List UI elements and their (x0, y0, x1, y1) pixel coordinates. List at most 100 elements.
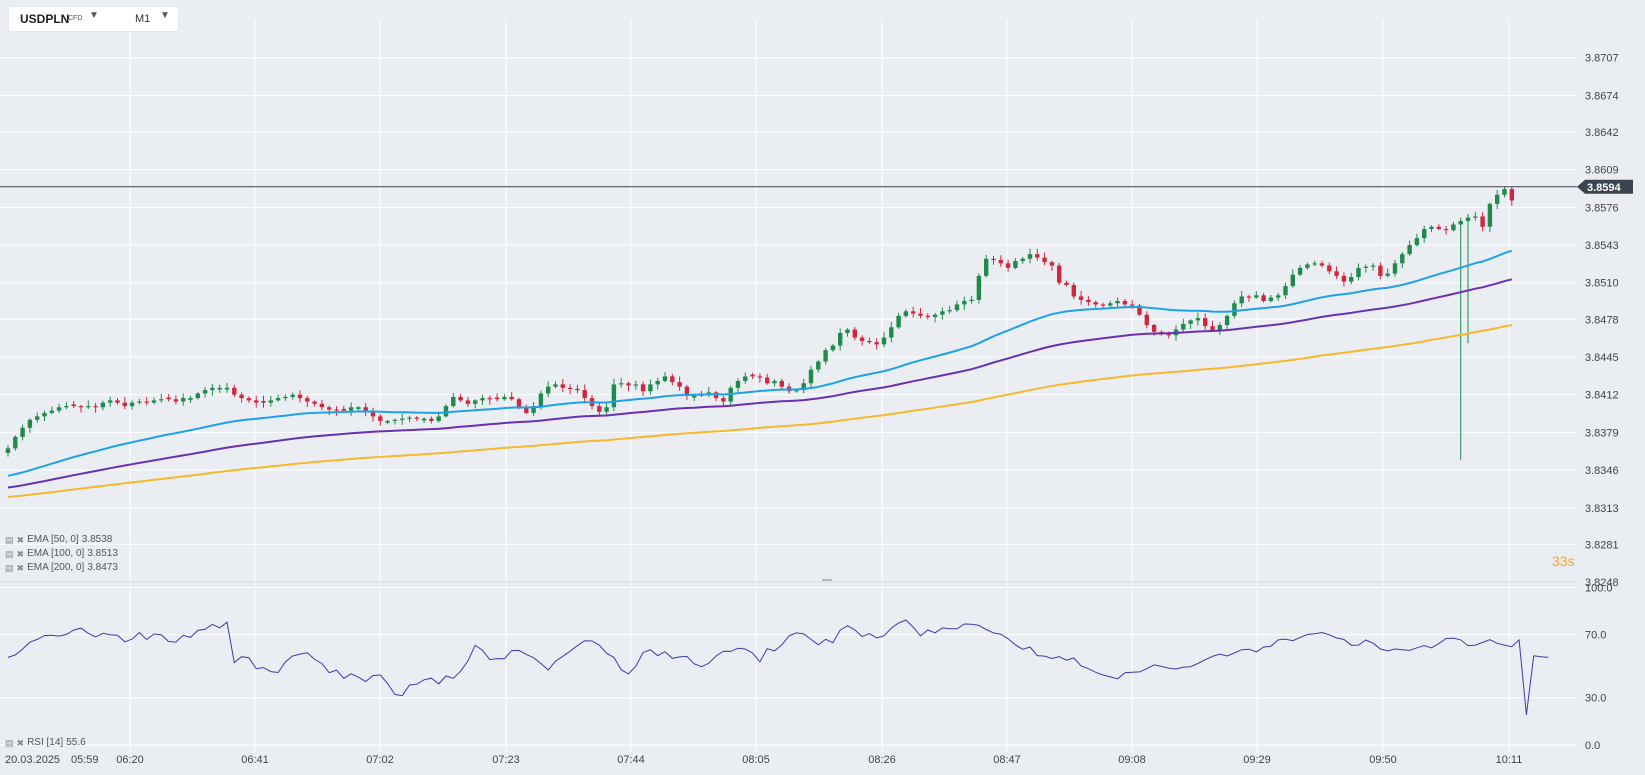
candle-body (874, 342, 879, 345)
close-icon[interactable]: ✖ (16, 534, 25, 545)
candle-body (305, 398, 310, 402)
candle-body (560, 384, 565, 388)
candle-body (648, 384, 653, 392)
symbol-selector[interactable]: USDPLN CFD ▼ M1 ▼ (9, 7, 178, 31)
candle-body (604, 407, 609, 412)
settings-icon[interactable]: ▤ (5, 737, 14, 748)
settings-icon[interactable]: ▤ (5, 534, 14, 545)
candle-body (71, 404, 76, 407)
candle-body (129, 402, 135, 407)
symbol-dropdown-icon[interactable]: ▼ (89, 10, 99, 21)
candle-body (794, 390, 799, 392)
candle-body (1407, 245, 1412, 255)
candle-body (42, 412, 47, 417)
candle-body (443, 406, 449, 417)
ema-200-label: EMA [200, 0] (27, 562, 85, 573)
candle-body (903, 311, 909, 316)
candle-body (1487, 203, 1493, 227)
candle-body (1349, 277, 1354, 282)
candle-body (845, 329, 850, 333)
candle-body (1254, 295, 1259, 298)
candle-body (49, 410, 54, 413)
candle-body (954, 304, 960, 311)
candle-body (852, 329, 857, 338)
close-icon[interactable]: ✖ (16, 737, 25, 748)
legend-ema-50[interactable]: ▤ ✖ EMA [50, 0] 3.8538 (5, 534, 112, 545)
close-icon[interactable]: ✖ (16, 548, 25, 559)
candle-body (743, 376, 748, 381)
candle-body (1013, 261, 1018, 268)
candle-body (13, 436, 18, 449)
y-tick-label: 3.8281 (1585, 539, 1619, 551)
candle-body (859, 337, 865, 341)
candle-body (1232, 303, 1237, 316)
candle-body (838, 332, 843, 346)
candle-body (327, 407, 332, 410)
candle-body (436, 416, 441, 421)
legend-ema-200[interactable]: ▤ ✖ EMA [200, 0] 3.8473 (5, 562, 118, 573)
candle-body (611, 384, 617, 408)
candle-body (932, 314, 938, 317)
x-tick-label: 10:11 (1496, 754, 1523, 766)
candle-body (1297, 267, 1303, 275)
candle-body (1203, 318, 1208, 327)
candle-body (1458, 221, 1463, 225)
candle-body (480, 398, 485, 401)
candle-body (1509, 189, 1514, 201)
ema-100-label: EMA [100, 0] (27, 548, 85, 559)
candle-body (1188, 320, 1193, 324)
candle-body (867, 340, 872, 343)
y-tick-label: 3.8674 (1585, 90, 1619, 102)
candle-body (275, 398, 281, 401)
candle-body (1261, 295, 1266, 301)
candle-body (122, 402, 127, 407)
candle-body (268, 400, 273, 403)
y-tick-label: 3.8707 (1585, 53, 1619, 65)
candle-body (823, 350, 828, 362)
x-tick-label: 08:05 (742, 754, 770, 766)
candle-body (1093, 302, 1098, 305)
x-start-date: 20.03.2025 (5, 754, 60, 766)
ema-line-100 (7, 278, 1513, 489)
x-tick-label: 05:59 (71, 754, 99, 766)
x-tick-label: 08:47 (993, 754, 1021, 766)
candle-body (998, 259, 1003, 264)
candle-body (108, 400, 113, 403)
candle-body (224, 387, 230, 390)
candle-body (947, 310, 952, 312)
candle-body (1042, 257, 1047, 263)
timeframe-dropdown-icon[interactable]: ▼ (160, 10, 170, 21)
candle-body (334, 409, 339, 411)
candle-body (1078, 296, 1084, 300)
candle-body (100, 402, 106, 408)
candle-body (735, 380, 741, 388)
candle-body (151, 400, 157, 403)
candle-body (516, 399, 522, 408)
candle-body (677, 382, 682, 387)
candle-body (1086, 299, 1091, 303)
candle-body (940, 311, 945, 315)
settings-icon[interactable]: ▤ (5, 562, 14, 573)
timeframe-label[interactable]: M1 (135, 13, 151, 25)
candle-body (1130, 304, 1135, 306)
ema-200-value: 3.8473 (87, 562, 118, 573)
x-tick-label: 06:20 (116, 754, 144, 766)
legend-rsi[interactable]: ▤ ✖ RSI [14] 55.6 (5, 737, 86, 748)
y-tick-label: 3.8379 (1585, 427, 1619, 439)
settings-icon[interactable]: ▤ (5, 548, 14, 559)
candle-body (210, 387, 215, 391)
candle-body (1443, 229, 1449, 231)
candle-body (984, 258, 989, 276)
candle-body (1071, 285, 1076, 297)
candle-body (5, 448, 11, 453)
candle-body (414, 417, 419, 419)
candle-body (597, 406, 602, 412)
close-icon[interactable]: ✖ (16, 562, 25, 573)
candle-body (1027, 254, 1033, 259)
legend-ema-100[interactable]: ▤ ✖ EMA [100, 0] 3.8513 (5, 548, 118, 559)
candle-body (911, 311, 916, 314)
candle-body (976, 275, 982, 300)
candle-body (721, 398, 726, 402)
candle-body (1210, 326, 1215, 331)
